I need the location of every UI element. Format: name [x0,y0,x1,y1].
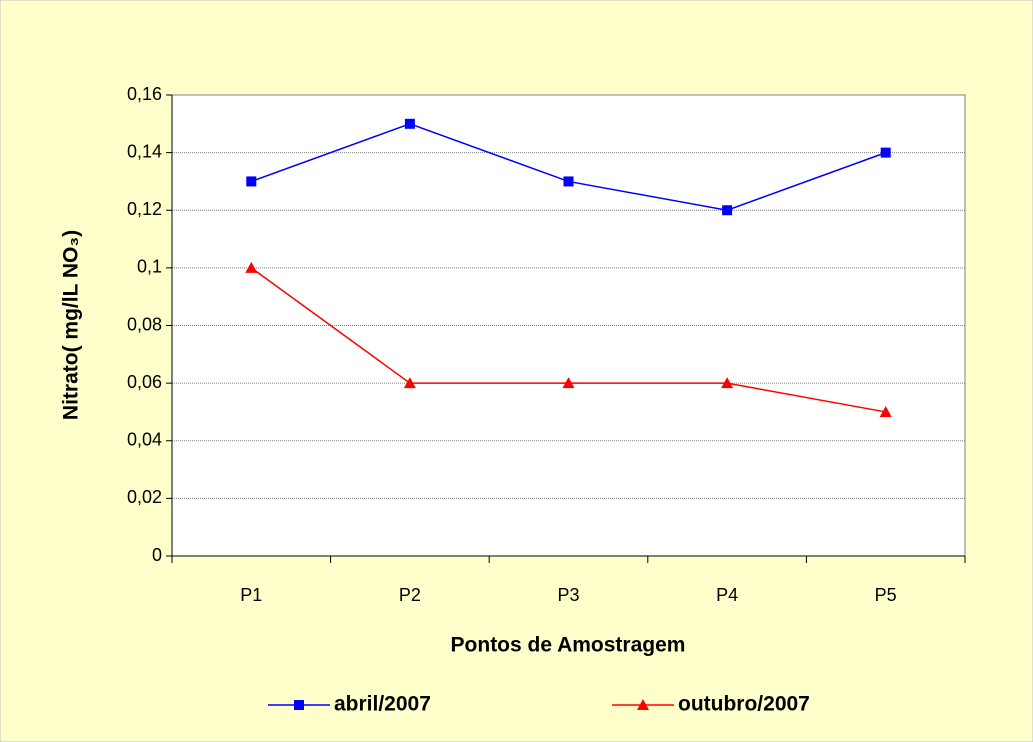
x-axis-title: Pontos de Amostragem [451,634,686,657]
data-point [563,176,574,187]
data-point [404,118,415,129]
data-point [403,377,416,389]
data-point [879,405,892,417]
data-point [722,205,733,216]
y-tick-label: 0,1 [137,257,162,277]
data-point [721,377,734,389]
y-tick-label: 0,02 [127,487,162,507]
legend-label: outubro/2007 [678,693,810,716]
y-axis-title: Nitrato( mg/lL NO₃) [60,230,83,420]
y-tick-label: 0,06 [127,372,162,392]
y-tick-label: 0 [152,545,162,565]
x-tick-label: P2 [399,585,421,605]
y-tick-label: 0,04 [127,430,162,450]
x-tick-label: P1 [240,585,262,605]
data-point [246,176,257,187]
data-point [245,261,258,273]
y-tick-label: 0,08 [127,314,162,334]
y-tick-label: 0,14 [127,141,162,161]
legend-marker [637,699,649,710]
x-tick-label: P3 [557,585,579,605]
legend-marker [294,700,304,710]
y-tick-label: 0,12 [127,199,162,219]
y-tick-label: 0,16 [127,84,162,104]
x-tick-label: P4 [716,585,738,605]
legend-label: abril/2007 [334,693,431,716]
x-tick-label: P5 [875,585,897,605]
data-point [562,377,575,389]
data-point [880,147,891,158]
